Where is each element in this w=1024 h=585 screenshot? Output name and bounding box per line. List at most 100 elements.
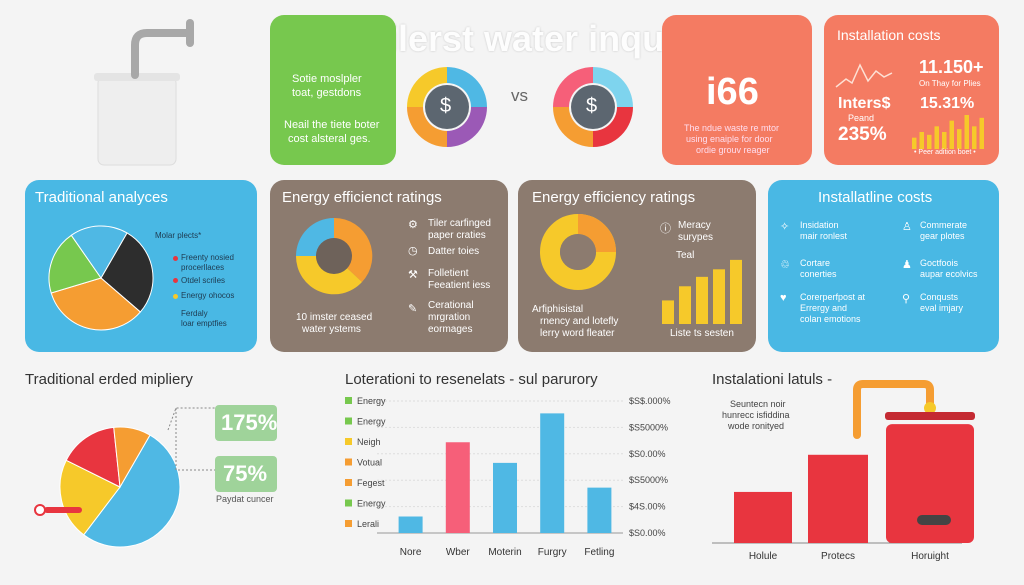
eff2-donut-center [560, 234, 596, 270]
inst-item-0: Insidation [800, 220, 839, 230]
inst-item-4: Cortare [800, 258, 831, 268]
tap-illustration [90, 15, 200, 166]
install-label-2: Inters$ [838, 95, 891, 112]
donut-left [407, 67, 487, 147]
trad-legend-2: procerllaces [181, 263, 225, 272]
right-bar-0 [734, 491, 792, 543]
install-pct-2: 15.31% [920, 95, 975, 112]
mid-legend-label-2: Neigh [357, 437, 381, 447]
donut-left-seg-3 [407, 107, 447, 147]
mid-ytick-0: $S$.000% [629, 396, 671, 406]
mid-legend-label-3: Votual [357, 458, 382, 468]
mid-ytick-1: $S5000% [629, 422, 668, 432]
mid-legend-swatch-5 [345, 499, 352, 507]
mid-ytick-4: $4S.00% [629, 502, 666, 512]
pen-icon: ✎ [408, 303, 418, 315]
right-xtick-0: Holule [749, 551, 778, 562]
donut-right-seg-1 [593, 67, 633, 107]
top-install-bar-9 [979, 117, 984, 149]
install-note-1: On Thay for Plies [919, 79, 981, 88]
mid-legend-swatch-4 [345, 479, 352, 486]
bottom-mid-bar-chart: $S$.000% $S5000% $S0.00% $S5000% $4S.00% $S0.… [345, 396, 671, 558]
top-install-bar-0 [912, 137, 917, 149]
coral-line-3: ordie grouv reager [696, 145, 770, 155]
mid-xtick-3: Furgry [538, 547, 567, 558]
eff2-title: Energy efficiency ratings [532, 189, 696, 206]
eff2-item-0: Meracy [678, 220, 711, 231]
mid-bar-3 [540, 413, 565, 533]
eff2-item-1: surypes [678, 232, 714, 243]
boiler-valve [924, 402, 936, 414]
bottom-left-leaders [167, 407, 218, 471]
traditional-pie [48, 225, 154, 331]
bl-pie-slice-1 [59, 459, 121, 536]
donut-left-seg-4 [407, 67, 447, 107]
mid-bar-1 [445, 442, 470, 533]
tool-icon: ⚒ [408, 269, 418, 281]
mid-xtick-1: Wber [446, 547, 471, 558]
donut-left-seg-2 [447, 107, 487, 147]
coral-line-2: using enaiple for door [686, 134, 773, 144]
heart-icon: ♥ [780, 292, 787, 304]
dollar-right: $ [586, 95, 598, 117]
eff2-bar-4 [730, 259, 742, 324]
right-bar-1 [808, 454, 868, 543]
install-sub-2: Peand [848, 113, 875, 123]
mid-legend-label-0: Energy [357, 396, 386, 406]
donut-left-seg-1 [447, 67, 487, 107]
top-install-bar-7 [964, 115, 969, 149]
thermometer-icon [34, 504, 82, 516]
lightbulb-icon: ✧ [780, 221, 790, 233]
inst-item-10: colan emotions [800, 314, 861, 324]
tap-icon [94, 19, 194, 166]
install-pct-3: 235% [838, 124, 887, 145]
pct-badge-2: 75% [215, 456, 277, 492]
bottom-right-title: Instalationi latuls - [712, 371, 833, 388]
eff1-item-4: Feeatient iess [428, 280, 491, 291]
bottom-left-title: Traditional erded mipliery [25, 371, 193, 388]
donut-right-seg-4 [553, 67, 593, 107]
pct-2: 75% [223, 461, 268, 486]
eff1-item-3: Folletient [428, 268, 469, 279]
right-xtick-1: Protecs [821, 551, 855, 562]
eff2-bar-caption: Liste ts sesten [670, 328, 734, 339]
top-install-bar-2 [927, 134, 932, 149]
eff2-bar-1 [679, 286, 691, 324]
eff1-item-0: Tiler carfinged [428, 218, 491, 229]
inst-item-8: Corerperfpost at [800, 292, 866, 302]
bottom-right-note-2: hunrecc isfiddina [722, 410, 790, 420]
figure-icon: ♟ [902, 259, 912, 271]
mid-legend-swatch-0 [345, 397, 352, 404]
inst-item-7: aupar ecolvics [920, 269, 978, 279]
green-line-2: toat, gestdons [292, 87, 362, 99]
bl-pie-slice-3 [113, 426, 151, 489]
mid-legend-swatch-6 [345, 520, 352, 527]
compare-donuts [407, 67, 633, 147]
inst-item-6: Goctfoois [920, 258, 959, 268]
trad-legend-dot-1 [173, 256, 178, 261]
top-install-card: Installation costs 11.150+ On Thay for P… [824, 15, 999, 165]
coral-big-number: i66 [706, 71, 759, 113]
bl-pie-slice-0 [83, 434, 181, 548]
eff1-item-2: Datter toies [428, 246, 480, 257]
trad-pie-slice-2 [48, 234, 102, 294]
trad-pie-slice-3 [70, 225, 128, 279]
inst-item-9: Errergy and [800, 303, 848, 313]
boiler-pipe [853, 380, 934, 439]
efficiency-card-1: Energy efficienct ratings 10 imster ceas… [270, 180, 508, 352]
eff2-caption-3: lerry word fleater [540, 328, 615, 339]
mid-ytick-2: $S0.00% [629, 449, 666, 459]
pct-badge-1: 175% [215, 405, 277, 441]
eff1-donut-center [316, 238, 352, 274]
bottom-right-note-1: Seuntecn noir [730, 399, 786, 409]
dollar-left: $ [440, 95, 452, 117]
install-costs-card: Installatline costs ✧ Insidation mair ro… [768, 180, 999, 352]
mid-legend-label-6: Lerali [357, 519, 379, 529]
trad-legend-dot-3 [173, 278, 178, 283]
top-install-bar-6 [957, 129, 962, 149]
eff1-item-1: paper craties [428, 230, 486, 241]
trad-legend-1: Freenty nosied [181, 253, 234, 262]
trad-legend-6: loar emptfies [181, 319, 227, 328]
mid-xtick-2: Moterin [488, 547, 521, 558]
eff2-donut-seg [578, 214, 616, 252]
